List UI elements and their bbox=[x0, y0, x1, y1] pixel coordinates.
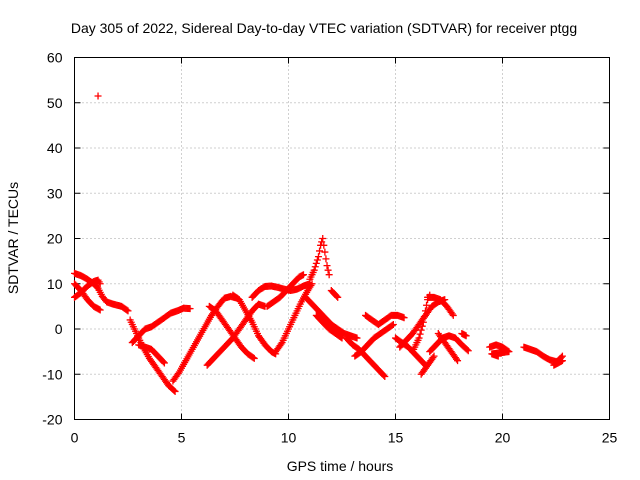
data-point bbox=[316, 247, 324, 255]
data-point bbox=[353, 334, 361, 342]
data-points bbox=[71, 92, 566, 395]
data-point bbox=[320, 241, 328, 249]
y-tick-label: -10 bbox=[42, 366, 62, 382]
data-point bbox=[448, 310, 456, 318]
data-point bbox=[324, 266, 332, 274]
data-point bbox=[277, 340, 285, 348]
data-point bbox=[464, 347, 472, 355]
data-point bbox=[388, 321, 396, 329]
y-tick-label: 30 bbox=[47, 185, 63, 201]
x-axis-label: GPS time / hours bbox=[287, 458, 394, 474]
x-tick-label: 25 bbox=[602, 430, 618, 446]
data-point bbox=[454, 357, 462, 365]
data-point bbox=[322, 255, 330, 263]
data-point bbox=[313, 256, 321, 264]
data-point bbox=[380, 371, 388, 379]
data-point bbox=[389, 320, 397, 328]
data-point bbox=[159, 358, 167, 366]
data-point bbox=[124, 307, 132, 315]
y-tick-label: 60 bbox=[47, 50, 63, 66]
data-point bbox=[420, 313, 428, 321]
data-point bbox=[321, 248, 329, 256]
y-tick-label: 0 bbox=[55, 321, 63, 337]
x-tick-label: 15 bbox=[388, 430, 404, 446]
data-point bbox=[160, 359, 168, 367]
data-point bbox=[381, 373, 389, 381]
x-tick-label: 5 bbox=[178, 430, 186, 446]
data-point bbox=[171, 387, 179, 395]
data-point bbox=[463, 346, 471, 354]
data-point bbox=[323, 262, 331, 270]
data-point bbox=[249, 354, 257, 362]
y-tick-label: 10 bbox=[47, 276, 63, 292]
data-point bbox=[299, 271, 307, 279]
chart-title: Day 305 of 2022, Sidereal Day-to-day VTE… bbox=[71, 20, 577, 36]
data-point bbox=[337, 333, 345, 341]
outlier-point bbox=[94, 92, 102, 100]
data-point bbox=[96, 280, 104, 288]
y-axis-label: SDTVAR / TECUs bbox=[5, 182, 21, 294]
data-point bbox=[334, 293, 342, 301]
y-axis-ticks: -20 -10 0 10 20 30 40 50 60 bbox=[42, 50, 610, 428]
data-point bbox=[417, 326, 425, 334]
data-point bbox=[421, 307, 429, 315]
data-point bbox=[494, 352, 502, 360]
data-point bbox=[319, 235, 327, 242]
data-point bbox=[418, 322, 426, 330]
data-point bbox=[314, 253, 322, 261]
data-point bbox=[449, 311, 457, 319]
x-tick-label: 0 bbox=[71, 430, 79, 446]
y-tick-label: 40 bbox=[47, 140, 63, 156]
data-point bbox=[308, 280, 316, 288]
x-tick-label: 20 bbox=[495, 430, 511, 446]
data-point bbox=[311, 263, 319, 271]
data-point bbox=[419, 318, 427, 326]
x-axis-ticks: 0 5 10 15 20 25 bbox=[71, 57, 618, 446]
data-point bbox=[557, 353, 565, 361]
data-point bbox=[250, 354, 258, 362]
data-point bbox=[96, 306, 104, 314]
data-point bbox=[310, 266, 318, 274]
data-point bbox=[429, 354, 437, 362]
data-point bbox=[416, 330, 424, 338]
y-tick-label: -20 bbox=[42, 412, 62, 428]
data-point bbox=[558, 352, 566, 360]
data-point bbox=[462, 332, 470, 340]
data-point bbox=[325, 271, 333, 279]
data-point bbox=[312, 259, 320, 267]
data-point bbox=[430, 352, 438, 360]
data-point bbox=[186, 305, 194, 313]
data-point bbox=[333, 292, 341, 300]
data-point bbox=[452, 355, 460, 363]
data-point bbox=[415, 334, 423, 342]
data-point bbox=[170, 386, 178, 394]
data-point bbox=[423, 301, 431, 309]
data-point bbox=[400, 314, 408, 322]
y-tick-label: 20 bbox=[47, 231, 63, 247]
x-tick-label: 10 bbox=[281, 430, 297, 446]
data-point bbox=[123, 306, 131, 314]
grid bbox=[74, 57, 610, 420]
y-tick-label: 50 bbox=[47, 95, 63, 111]
